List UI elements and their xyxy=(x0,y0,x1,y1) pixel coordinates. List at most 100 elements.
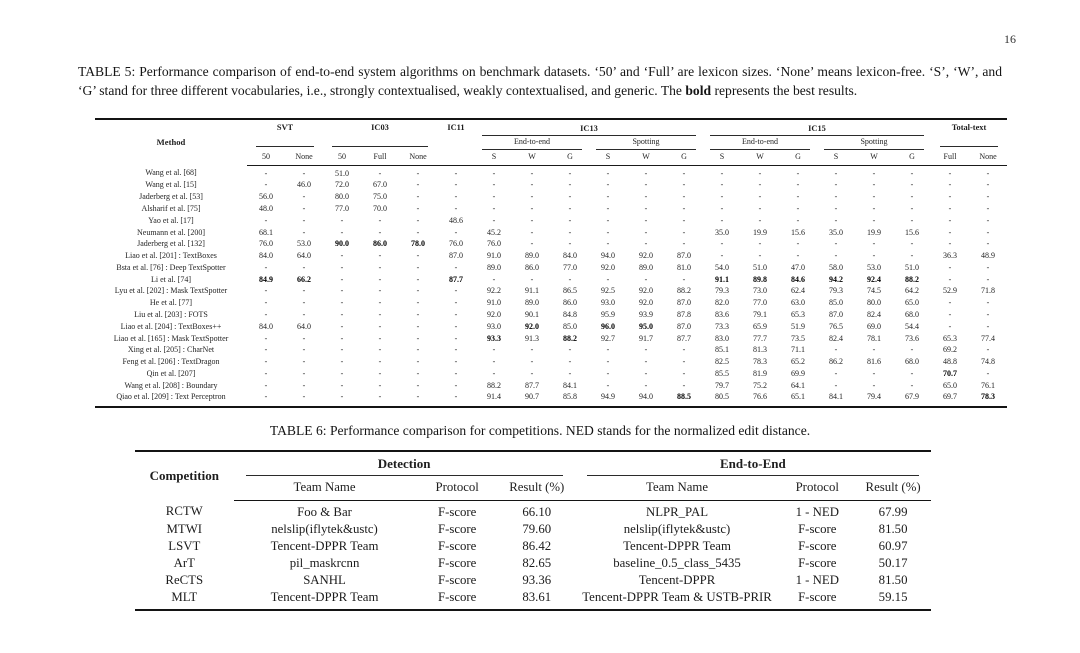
value-cell: - xyxy=(682,192,686,202)
value-cell: - xyxy=(340,309,344,319)
value-cell: 65.9 xyxy=(753,321,767,331)
group-label: SVT xyxy=(276,122,294,132)
value-cell: - xyxy=(492,192,496,202)
t5-col-label: W xyxy=(741,149,779,166)
value-cell: 91.3 xyxy=(525,333,539,343)
value-cell: - xyxy=(720,192,724,202)
value-cell: 69.9 xyxy=(791,368,805,378)
value-cell: - xyxy=(302,345,306,355)
value-cell: 68.1 xyxy=(259,227,273,237)
value-cell: 94.9 xyxy=(601,392,615,402)
det-team-cell: nelslip(iflytek&ustc) xyxy=(271,521,378,536)
value-cell: - xyxy=(302,357,306,367)
value-cell: - xyxy=(682,180,686,190)
value-cell: - xyxy=(416,274,420,284)
value-cell: - xyxy=(644,168,648,178)
table5-row: Jaderberg et al. [53] 56.0 - 80.0 75.0 - - - - - -… xyxy=(95,191,1007,203)
value-cell: - xyxy=(834,203,838,213)
t5-col-label: None xyxy=(285,149,323,166)
table5-row: Liu et al. [203] : FOTS - - - - - - 92.0 90.1 84.… xyxy=(95,309,1007,321)
value-cell: - xyxy=(682,357,686,367)
table5-row: Feng et al. [206] : TextDragon - - - - - - - - - -… xyxy=(95,356,1007,368)
method-cell: Liao et al. [204] : TextBoxes++ xyxy=(120,321,222,331)
t5-col-label: G xyxy=(551,149,589,166)
method-cell: Wang et al. [208] : Boundary xyxy=(124,380,218,390)
value-cell: - xyxy=(834,345,838,355)
value-cell: - xyxy=(302,168,306,178)
value-cell: - xyxy=(416,368,420,378)
value-cell: - xyxy=(644,345,648,355)
value-cell: - xyxy=(302,368,306,378)
value-cell: 75.2 xyxy=(753,380,767,390)
value-cell: - xyxy=(568,203,572,213)
value-cell: - xyxy=(606,215,610,225)
t5-col-label: S xyxy=(589,149,627,166)
t6-col-e2e-team: Team Name xyxy=(574,475,780,501)
method-cell: Jaderberg et al. [132] xyxy=(137,239,205,249)
value-cell: - xyxy=(416,215,420,225)
value-cell: - xyxy=(758,168,762,178)
value-cell: - xyxy=(986,274,990,284)
value-cell: 65.3 xyxy=(791,309,805,319)
competition-cell: ReCTS xyxy=(165,572,204,587)
value-cell: 86.0 xyxy=(373,239,387,249)
value-cell: 70.0 xyxy=(373,203,387,213)
value-cell: - xyxy=(758,180,762,190)
value-cell: - xyxy=(986,168,990,178)
t5-group-svt: SVT xyxy=(247,119,323,150)
value-cell: - xyxy=(568,180,572,190)
value-cell: 71.1 xyxy=(791,345,805,355)
value-cell: 87.0 xyxy=(677,251,691,261)
table5-row: Bsta et al. [76] : Deep TextSpotter - - - - -… xyxy=(95,262,1007,274)
value-cell: - xyxy=(302,298,306,308)
t5-col-label: W xyxy=(855,149,893,166)
value-cell: 76.1 xyxy=(981,380,995,390)
method-cell: Li et al. [74] xyxy=(151,274,191,284)
value-cell: - xyxy=(948,192,952,202)
t5-group-ic13: IC13 xyxy=(475,119,703,137)
value-cell: - xyxy=(530,357,534,367)
value-cell: - xyxy=(834,180,838,190)
value-cell: 65.1 xyxy=(791,392,805,402)
value-cell: 36.3 xyxy=(943,251,957,261)
value-cell: 82.5 xyxy=(715,357,729,367)
value-cell: - xyxy=(606,368,610,378)
table5-head: Method SVT IC03 IC11 IC13 IC15 Total-text End-t… xyxy=(95,119,1007,166)
value-cell: 78.3 xyxy=(753,357,767,367)
value-cell: 87.8 xyxy=(677,309,691,319)
value-cell: - xyxy=(758,192,762,202)
value-cell: - xyxy=(910,203,914,213)
value-cell: - xyxy=(492,345,496,355)
value-cell: - xyxy=(606,274,610,284)
det-protocol-cell: F-score xyxy=(437,589,477,604)
table5-header-row-subgroups: End-to-end Spotting End-to-end Spotting xyxy=(95,136,1007,150)
value-cell: - xyxy=(948,215,952,225)
value-cell: 74.8 xyxy=(981,357,995,367)
value-cell: 65.2 xyxy=(791,357,805,367)
value-cell: - xyxy=(416,321,420,331)
value-cell: 78.0 xyxy=(411,239,425,249)
t5-col-label: W xyxy=(627,149,665,166)
e2e-protocol-cell: F-score xyxy=(798,589,837,604)
value-cell: - xyxy=(530,215,534,225)
value-cell: 84.8 xyxy=(563,309,577,319)
value-cell: - xyxy=(986,345,990,355)
t5-col-label: G xyxy=(779,149,817,166)
value-cell: 82.0 xyxy=(715,298,729,308)
value-cell: - xyxy=(340,262,344,272)
value-cell: - xyxy=(796,215,800,225)
t5-col-label: G xyxy=(665,149,703,166)
e2e-team-cell: baseline_0.5_class_5435 xyxy=(613,555,741,570)
value-cell: - xyxy=(682,168,686,178)
value-cell: - xyxy=(986,227,990,237)
value-cell: 65.0 xyxy=(943,380,957,390)
e2e-protocol-cell: 1 - NED xyxy=(795,504,839,519)
value-cell: - xyxy=(302,392,306,402)
value-cell: - xyxy=(796,180,800,190)
value-cell: - xyxy=(454,309,458,319)
table6-row: ArT pil_maskrcnn F-score 82.65 baseline_0.5_… xyxy=(135,555,931,572)
value-cell: 93.0 xyxy=(601,298,615,308)
value-cell: - xyxy=(948,239,952,249)
value-cell: - xyxy=(378,168,382,178)
value-cell: - xyxy=(340,321,344,331)
